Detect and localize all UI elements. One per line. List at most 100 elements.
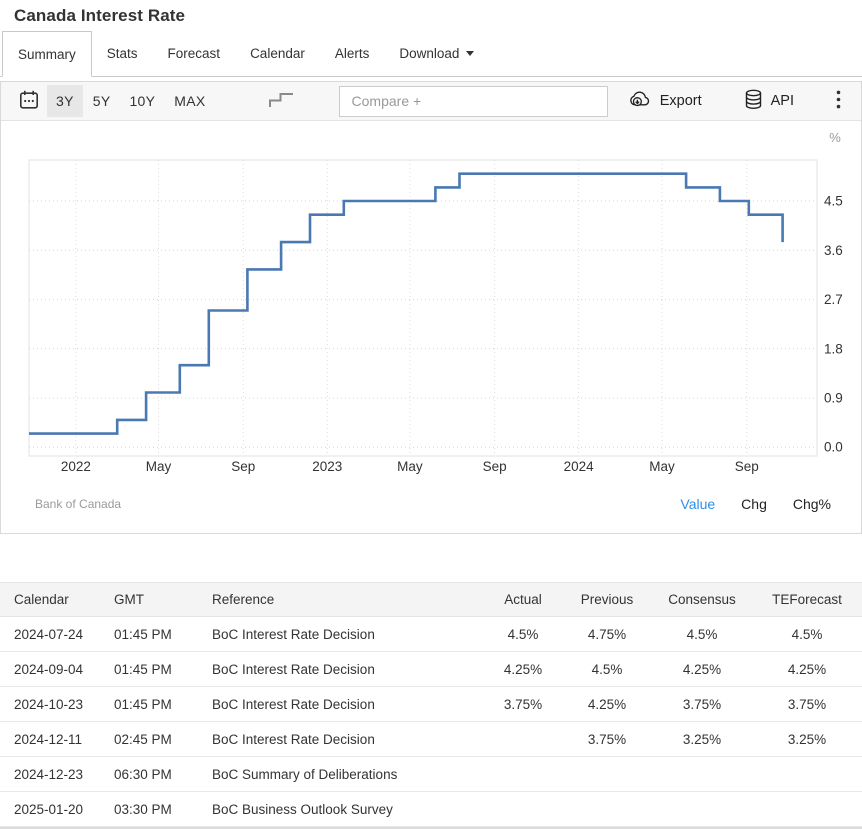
table-cell: 3.75% [562, 721, 652, 757]
table-row[interactable]: 2025-01-20 03:30 PM BoC Business Outlook S… [0, 791, 862, 827]
calendar-icon [19, 90, 39, 113]
rate-step-line [29, 172, 784, 435]
table-cell: 4.25% [484, 651, 562, 687]
table-cell: 4.25% [652, 651, 752, 687]
tab-forecast[interactable]: Forecast [153, 31, 236, 76]
tab-download[interactable]: Download [384, 31, 489, 76]
table-cell: 02:45 PM [106, 721, 204, 757]
api-button[interactable]: API [744, 89, 794, 114]
table-cell [562, 756, 652, 792]
table-cell: BoC Interest Rate Decision [204, 721, 484, 757]
chart-source: Bank of Canada [35, 497, 122, 511]
table-cell: 4.75% [562, 616, 652, 652]
table-row[interactable]: 2024-10-23 01:45 PM BoC Interest Rate Deci… [0, 686, 862, 722]
table-cell: 4.5% [752, 616, 862, 652]
chart-menu-button[interactable] [836, 90, 841, 112]
tab-stats[interactable]: Stats [92, 31, 153, 76]
date-range-picker-button[interactable] [19, 90, 39, 113]
table-header-row: Calendar GMT Reference Actual Previous Consen… [0, 582, 862, 617]
range-button-max[interactable]: MAX [165, 85, 214, 117]
table-cell: 2024-12-23 [0, 756, 106, 792]
table-cell: 03:30 PM [106, 791, 204, 827]
tab-alerts[interactable]: Alerts [320, 31, 385, 76]
tab-label: Download [399, 46, 460, 61]
table-cell [484, 756, 562, 792]
column-header-gmt: GMT [106, 582, 204, 617]
chart-type-button[interactable] [267, 91, 295, 112]
range-button-10y[interactable]: 10Y [120, 85, 164, 117]
column-header-teforecast: TEForecast [752, 582, 862, 617]
table-cell: 01:45 PM [106, 616, 204, 652]
table-cell: 01:45 PM [106, 686, 204, 722]
column-header-actual: Actual [484, 582, 562, 617]
column-header-previous: Previous [562, 582, 652, 617]
table-cell: BoC Business Outlook Survey [204, 791, 484, 827]
table-cell: 2025-01-20 [0, 791, 106, 827]
table-cell: 3.25% [752, 721, 862, 757]
table-cell: 4.5% [484, 616, 562, 652]
table-cell: 2024-10-23 [0, 686, 106, 722]
footer-divider [0, 827, 862, 829]
table-cell: 4.25% [752, 651, 862, 687]
y-axis-unit: % [829, 130, 841, 145]
database-icon [744, 89, 763, 114]
column-header-reference: Reference [204, 582, 484, 617]
page-title: Canada Interest Rate [14, 6, 186, 25]
range-button-5y[interactable]: 5Y [84, 85, 120, 117]
range-button-3y[interactable]: 3Y [47, 85, 83, 117]
chart-area: 0.0 0.9 1.8 2.7 3.6 4.5 2022 May Sep 2023 May Sep 20… [1, 125, 861, 482]
table-cell [484, 721, 562, 757]
tab-calendar[interactable]: Calendar [235, 31, 320, 76]
table-cell: 4.25% [562, 686, 652, 722]
table-cell: 2024-07-24 [0, 616, 106, 652]
series-link-chgpct[interactable]: Chg% [792, 496, 831, 512]
series-link-chg[interactable]: Chg [741, 496, 767, 512]
table-cell [752, 756, 862, 792]
page-header: Canada Interest Rate [0, 0, 862, 31]
y-axis-label: 2.7 [824, 292, 843, 307]
table-row[interactable]: 2024-12-23 06:30 PM BoC Summary of Deliber… [0, 756, 862, 792]
table-row[interactable]: 2024-09-04 01:45 PM BoC Interest Rate Deci… [0, 651, 862, 687]
compare-input[interactable] [338, 85, 608, 117]
table-cell [752, 791, 862, 827]
table-cell: 4.5% [562, 651, 652, 687]
x-axis-label: Sep [483, 459, 507, 474]
y-axis-label: 0.9 [824, 391, 843, 406]
table-cell: 06:30 PM [106, 756, 204, 792]
tab-label: Stats [106, 46, 138, 61]
api-label: API [770, 93, 794, 109]
table-row[interactable]: 2024-07-24 01:45 PM BoC Interest Rate Deci… [0, 616, 862, 652]
x-axis-label: 2023 [312, 459, 342, 474]
tab-bar: Summary Stats Forecast Calendar Alerts Downlo… [0, 31, 862, 77]
chart-plot-border [28, 159, 818, 457]
interest-rate-chart[interactable]: 0.0 0.9 1.8 2.7 3.6 4.5 2022 May Sep 2023 May Sep 20… [1, 125, 859, 477]
x-axis-label: 2022 [61, 459, 91, 474]
series-link-value[interactable]: Value [680, 496, 716, 512]
table-row[interactable]: 2024-12-11 02:45 PM BoC Interest Rate Deci… [0, 721, 862, 757]
tab-label: Alerts [334, 46, 370, 61]
export-button[interactable]: Export [628, 90, 702, 112]
x-axis-label: 2024 [564, 459, 595, 474]
tab-label: Forecast [167, 46, 221, 61]
table-cell: 4.5% [652, 616, 752, 652]
x-axis-label: May [397, 459, 423, 474]
column-header-calendar: Calendar [0, 582, 106, 617]
y-axis-label: 1.8 [824, 341, 843, 356]
series-mode-links: Value Chg Chg% [680, 496, 831, 512]
x-axis-label: May [649, 459, 675, 474]
tab-summary[interactable]: Summary [2, 31, 92, 77]
table-cell: BoC Interest Rate Decision [204, 616, 484, 652]
table-cell: BoC Interest Rate Decision [204, 651, 484, 687]
x-axis-label: May [146, 459, 172, 474]
tab-label: Summary [18, 46, 76, 62]
y-axis-label: 0.0 [824, 440, 843, 455]
table-cell: BoC Summary of Deliberations [204, 756, 484, 792]
x-axis-label: Sep [231, 459, 255, 474]
table-cell: 3.25% [652, 721, 752, 757]
y-axis-label: 4.5 [824, 194, 843, 209]
column-header-consensus: Consensus [652, 582, 752, 617]
table-cell: 2024-09-04 [0, 651, 106, 687]
